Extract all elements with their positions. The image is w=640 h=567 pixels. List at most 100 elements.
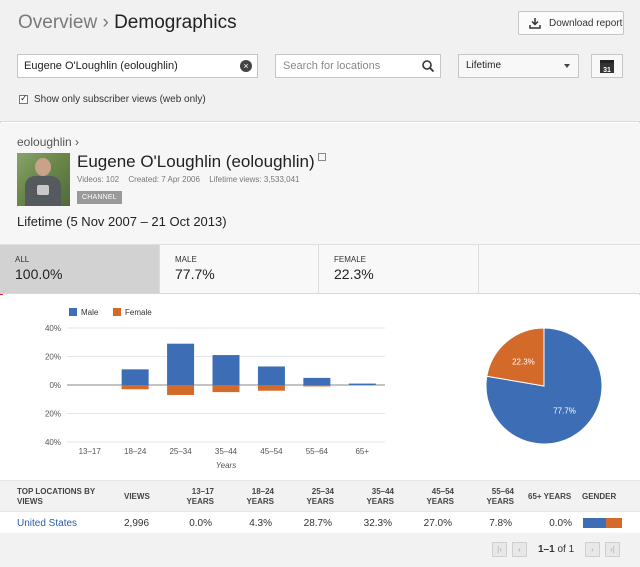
- tab-all[interactable]: ALL 100.0%: [0, 245, 160, 293]
- lifetime-views: Lifetime views: 3,533,041: [209, 175, 300, 184]
- bar-female: [257, 385, 285, 391]
- external-link-icon[interactable]: [317, 153, 326, 161]
- bar-female: [167, 385, 195, 395]
- last-page-button[interactable]: ›|: [605, 542, 620, 557]
- top-bar: Overview › Demographics Download report …: [0, 0, 640, 122]
- next-page-button[interactable]: ›: [585, 542, 600, 557]
- x-tick-label: 25–34: [169, 447, 192, 456]
- tab-female[interactable]: FEMALE 22.3%: [319, 245, 479, 293]
- th-45-54[interactable]: 45–54 YEARS: [426, 487, 454, 506]
- page-range: 1–1: [538, 544, 555, 555]
- first-page-button[interactable]: |‹: [492, 542, 507, 557]
- tab-all-value: 100.0%: [15, 266, 63, 282]
- th-35-44[interactable]: 35–44 YEARS: [366, 487, 394, 506]
- x-tick-label: 13–17: [79, 447, 102, 456]
- y-tick-label: 20%: [45, 353, 61, 362]
- cell-25-34: 28.7%: [303, 518, 332, 529]
- bar-male: [303, 377, 331, 385]
- cell-18-24: 4.3%: [249, 518, 272, 529]
- tab-male-label: MALE: [175, 255, 197, 264]
- demographics-charts: 40% 20% 0% 20% 40% 13–17 18–24 25–34 35–44 45–54 5…: [45, 308, 603, 470]
- tab-all-label: ALL: [15, 255, 30, 264]
- bar-male: [167, 343, 195, 385]
- x-tick-label: 45–54: [260, 447, 283, 456]
- legend-swatch-female: [113, 308, 121, 316]
- location-search-input[interactable]: Search for locations: [275, 54, 441, 78]
- cell-65: 0.0%: [549, 518, 572, 529]
- channel-filter-value: Eugene O'Loughlin (eoloughlin): [24, 60, 178, 72]
- cell-55-64: 7.8%: [489, 518, 512, 529]
- pager: |‹ ‹ 1–1 of 1 › ›|: [0, 533, 640, 567]
- legend-label-male: Male: [81, 308, 99, 317]
- breadcrumb: Overview › Demographics: [18, 12, 237, 34]
- channel-info: eoloughlin › Eugene O'Loughlin (eoloughl…: [0, 123, 640, 245]
- cell-views: 2,996: [124, 518, 150, 529]
- th-13-17[interactable]: 13–17 YEARS: [186, 487, 214, 506]
- cell-35-44: 32.3%: [363, 518, 392, 529]
- bar-male: [212, 355, 240, 385]
- prev-page-button[interactable]: ‹: [512, 542, 527, 557]
- x-axis-label: Years: [216, 461, 236, 470]
- x-tick-label: 35–44: [215, 447, 238, 456]
- channel-badge: CHANNEL: [77, 191, 122, 204]
- pie-label-male: 77.7%: [553, 406, 576, 415]
- breadcrumb-overview-link[interactable]: Overview: [18, 12, 98, 33]
- gender-bar-male: [583, 518, 607, 528]
- calendar-icon: 31: [600, 59, 614, 74]
- x-tick-label: 18–24: [124, 447, 147, 456]
- chevron-down-icon: [564, 64, 570, 68]
- bar-female: [212, 385, 240, 393]
- location-link[interactable]: United States: [17, 518, 78, 529]
- clear-icon[interactable]: ×: [240, 60, 252, 72]
- legend-label-female: Female: [125, 308, 152, 317]
- download-icon: [529, 18, 541, 29]
- chart-area: 40% 20% 0% 20% 40% 13–17 18–24 25–34 35–44 45–54 5…: [0, 295, 640, 480]
- th-location[interactable]: TOP LOCATIONS BY VIEWS: [17, 487, 96, 506]
- th-25-34[interactable]: 25–34 YEARS: [306, 487, 334, 506]
- table-header: TOP LOCATIONS BY VIEWS VIEWS 13–17 YEARS…: [0, 480, 640, 512]
- tab-female-value: 22.3%: [334, 266, 374, 282]
- bar-female: [121, 385, 149, 390]
- download-report-label: Download report: [549, 17, 623, 29]
- th-views[interactable]: VIEWS: [124, 492, 150, 501]
- page-total: of 1: [557, 544, 575, 555]
- legend-swatch-male: [69, 308, 77, 316]
- channel-filter-input[interactable]: Eugene O'Loughlin (eoloughlin) ×: [17, 54, 258, 78]
- bar-male: [121, 369, 149, 385]
- x-tick-label: 55–64: [306, 447, 329, 456]
- calendar-button[interactable]: 31: [591, 54, 623, 78]
- created-date: Created: 7 Apr 2006: [128, 175, 200, 184]
- x-tick-label: 65+: [355, 447, 369, 456]
- period-select-value: Lifetime: [466, 60, 502, 71]
- subscriber-only-checkbox[interactable]: Show only subscriber views (web only): [19, 93, 206, 105]
- period-select[interactable]: Lifetime: [458, 54, 579, 78]
- th-65[interactable]: 65+ YEARS: [528, 492, 572, 501]
- locations-table: TOP LOCATIONS BY VIEWS VIEWS 13–17 YEARS…: [0, 480, 640, 534]
- channel-breadcrumb[interactable]: eoloughlin ›: [17, 135, 80, 149]
- search-icon[interactable]: [421, 59, 435, 73]
- channel-title[interactable]: Eugene O'Loughlin (eoloughlin): [77, 152, 326, 172]
- page-title: Demographics: [114, 12, 237, 33]
- tab-empty: [479, 245, 640, 293]
- th-18-24[interactable]: 18–24 YEARS: [246, 487, 274, 506]
- gender-tabs: ALL 100.0% MALE 77.7% FEMALE 22.3%: [0, 245, 640, 294]
- subscriber-only-label: Show only subscriber views (web only): [34, 94, 206, 105]
- bar-male: [348, 383, 376, 385]
- pie-label-female: 22.3%: [512, 358, 535, 367]
- y-tick-label: 40%: [45, 324, 61, 333]
- gender-bar: [583, 518, 622, 528]
- bar-male: [257, 366, 285, 385]
- th-gender[interactable]: GENDER: [582, 492, 617, 501]
- pie-slice-female: [486, 327, 545, 387]
- th-55-64[interactable]: 55–64 YEARS: [486, 487, 514, 506]
- videos-count: Videos: 102: [77, 175, 120, 184]
- cell-45-54: 27.0%: [423, 518, 452, 529]
- tab-male[interactable]: MALE 77.7%: [160, 245, 319, 293]
- y-tick-label: 40%: [45, 438, 61, 447]
- location-search-placeholder: Search for locations: [283, 60, 381, 72]
- bar-female: [303, 385, 331, 387]
- page-info: 1–1 of 1: [538, 544, 574, 555]
- download-report-button[interactable]: Download report: [518, 11, 624, 35]
- cell-13-17: 0.0%: [189, 518, 212, 529]
- checkbox-checked-icon[interactable]: [19, 93, 28, 104]
